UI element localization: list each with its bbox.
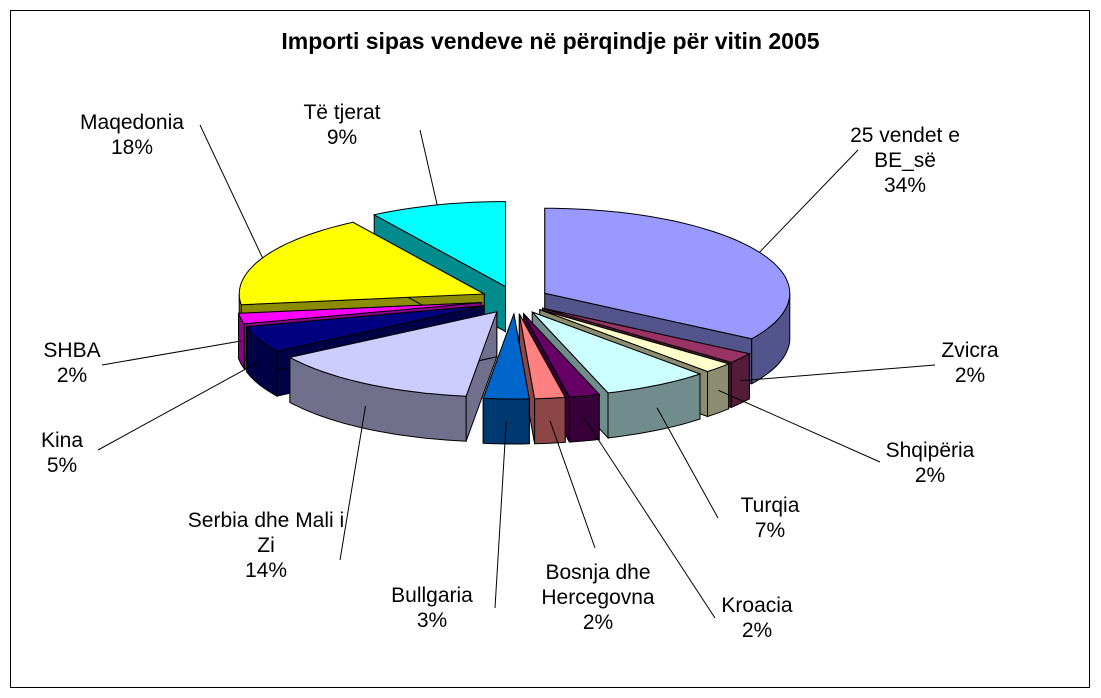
slice-wall	[482, 397, 530, 445]
leader-line	[740, 364, 936, 382]
slice	[288, 311, 498, 397]
value-label: 5%	[46, 454, 78, 477]
value-label: 2%	[954, 364, 986, 387]
slice	[245, 305, 484, 352]
category-label: Shqipëria	[885, 439, 975, 462]
slice-wall	[707, 363, 730, 418]
leader-line	[549, 420, 596, 549]
leader-line	[339, 406, 366, 561]
slice-label: Bullgaria 3%	[372, 583, 492, 633]
value-label: 2%	[56, 364, 88, 387]
leader-line	[494, 421, 507, 609]
chart-title: Importi sipas vendeve në përqindje për v…	[281, 28, 820, 54]
value-label: 14%	[244, 559, 288, 582]
slice	[482, 312, 530, 400]
category-label: Serbia dhe Mali i Zi	[187, 509, 345, 557]
value-label: 7%	[754, 519, 786, 542]
leader-line	[656, 407, 719, 519]
slice-label: 25 vendet e BE_së 34%	[830, 123, 980, 198]
slice-label: SHBA 2%	[32, 338, 112, 388]
slice-wall	[534, 396, 566, 445]
category-label: Bullgaria	[391, 584, 473, 607]
category-label: 25 vendet e BE_së	[850, 124, 960, 172]
category-label: Kroacia	[721, 594, 793, 617]
leader-line	[759, 149, 859, 253]
leader-line	[101, 340, 242, 366]
category-label: Turqia	[740, 494, 800, 517]
slice-label: Maqedonia 18%	[57, 110, 207, 160]
leader-line	[199, 124, 264, 259]
slice	[542, 307, 751, 363]
slice-label: Të tjerat 9%	[282, 100, 402, 150]
value-label: 3%	[416, 609, 448, 632]
value-label: 9%	[326, 126, 358, 149]
slice-label: Kina 5%	[22, 428, 102, 478]
category-label: Kina	[40, 429, 84, 452]
slice-label: Kroacia 2%	[697, 593, 817, 643]
value-label: 2%	[741, 619, 773, 642]
leader-line	[419, 129, 438, 206]
slice	[238, 221, 487, 306]
slice	[518, 313, 567, 400]
slice-label: Zvicra 2%	[910, 338, 1030, 388]
slice	[523, 313, 601, 398]
value-label: 2%	[914, 464, 946, 487]
leader-line	[718, 389, 881, 463]
slice-label: Serbia dhe Mali i Zi 14%	[186, 508, 346, 583]
category-label: SHBA	[43, 339, 101, 362]
category-label: Zvicra	[941, 339, 999, 362]
slice	[539, 309, 731, 373]
leader-line	[97, 361, 260, 451]
value-label: 34%	[883, 174, 927, 197]
leader-line	[583, 418, 716, 619]
slice	[237, 302, 482, 325]
category-label: Të tjerat	[303, 101, 381, 124]
value-label: 18%	[110, 136, 154, 159]
slice-label: Turqia 7%	[710, 493, 830, 543]
category-label: Maqedonia	[80, 111, 184, 134]
slice-label: Bosnja dhe Hercegovna 2%	[513, 560, 683, 635]
slice	[531, 311, 702, 394]
category-label: Bosnja dhe Hercegovna	[541, 561, 655, 609]
value-label: 2%	[582, 611, 614, 634]
slice-label: Shqipëria 2%	[860, 438, 1000, 488]
